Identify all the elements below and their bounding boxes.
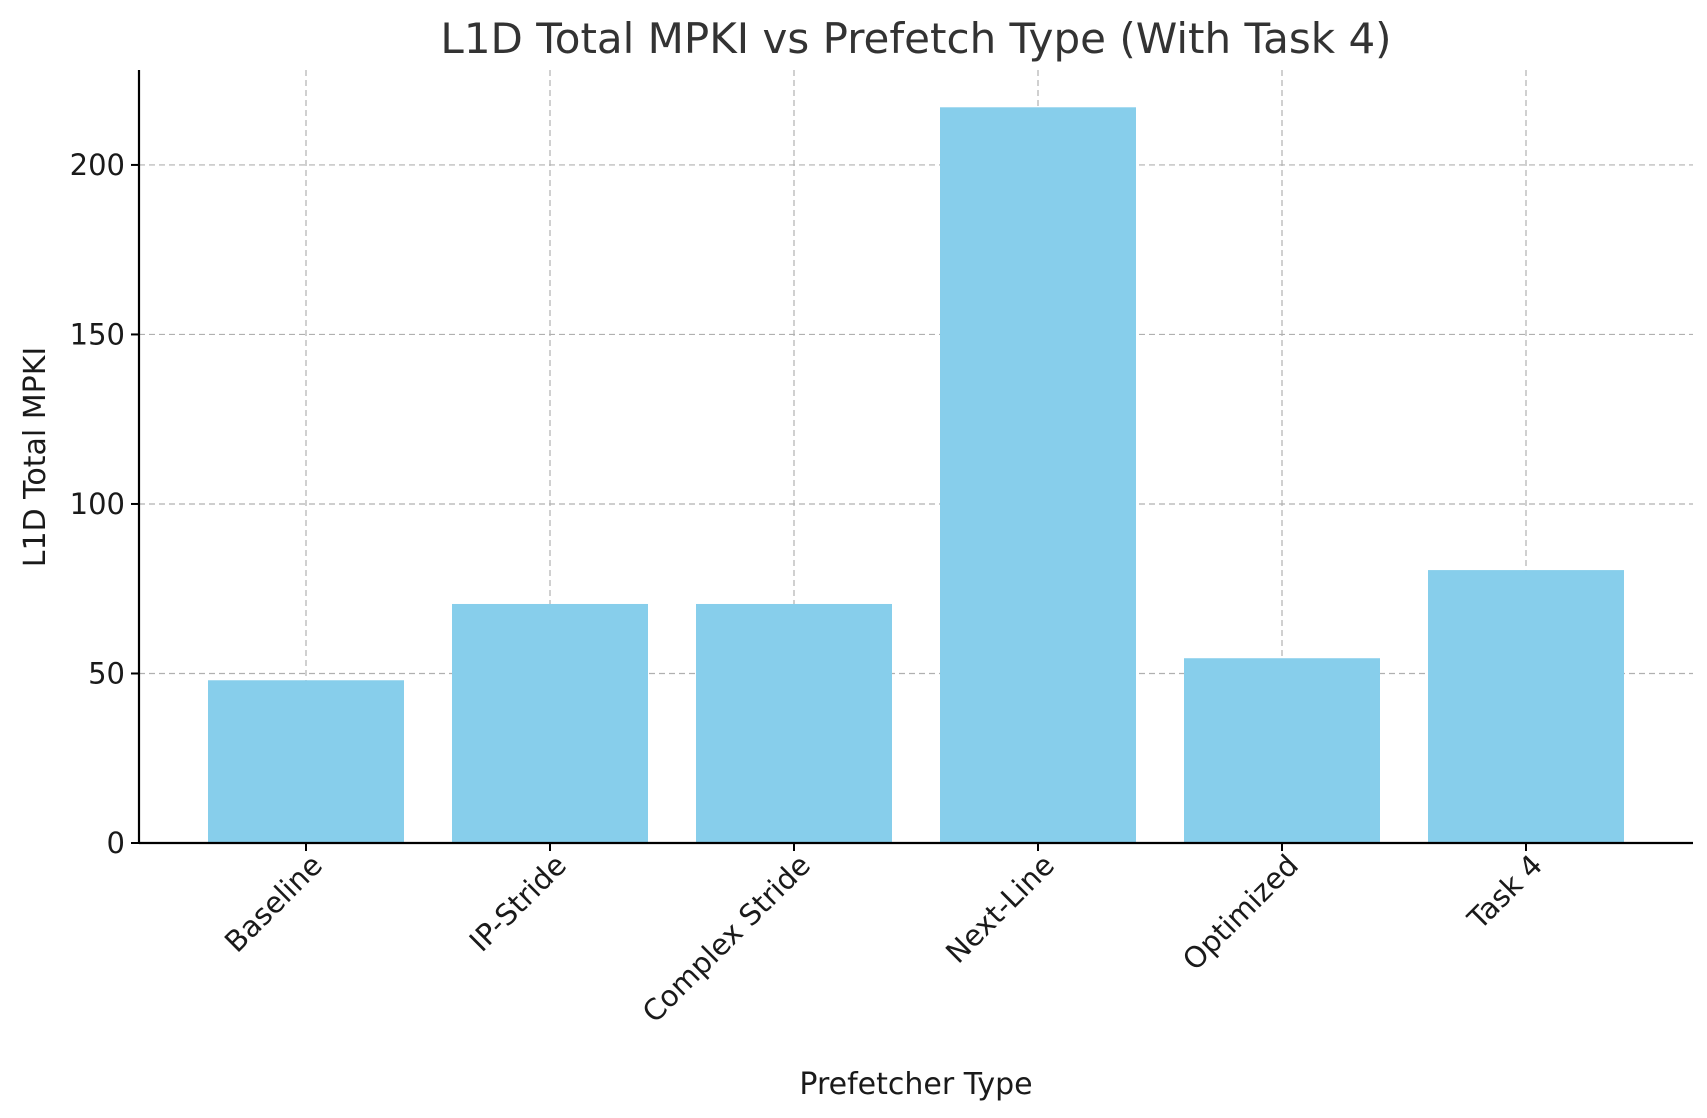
- y-tick-label: 150: [70, 317, 125, 351]
- bar: [452, 603, 648, 843]
- x-axis-label: Prefetcher Type: [799, 1067, 1032, 1102]
- y-tick-label: 100: [70, 487, 125, 521]
- x-ticks: Baseline IP-Stride Complex Stride Next-Line…: [218, 843, 1549, 1029]
- x-tick-label: Baseline: [218, 848, 329, 959]
- x-tick-label: Task 4: [1460, 848, 1549, 937]
- x-tick-label: Complex Stride: [636, 848, 817, 1029]
- y-tick-label: 0: [107, 826, 125, 860]
- bar: [208, 680, 404, 843]
- bars: [208, 107, 1624, 843]
- x-tick-label: IP-Stride: [463, 848, 573, 958]
- y-tick-label: 50: [88, 656, 125, 690]
- bar: [696, 603, 892, 843]
- axes: [137, 70, 1693, 845]
- x-tick-label: Optimized: [1176, 848, 1305, 977]
- y-ticks: 0 50 100 150 200: [70, 148, 139, 860]
- y-tick-label: 200: [70, 148, 125, 182]
- bar: [1184, 658, 1380, 843]
- y-axis-label: L1D Total MPKI: [18, 347, 53, 568]
- chart-title: L1D Total MPKI vs Prefetch Type (With Ta…: [440, 14, 1391, 63]
- x-tick-label: Next-Line: [939, 848, 1061, 970]
- bar: [1428, 570, 1624, 843]
- bar: [940, 107, 1136, 843]
